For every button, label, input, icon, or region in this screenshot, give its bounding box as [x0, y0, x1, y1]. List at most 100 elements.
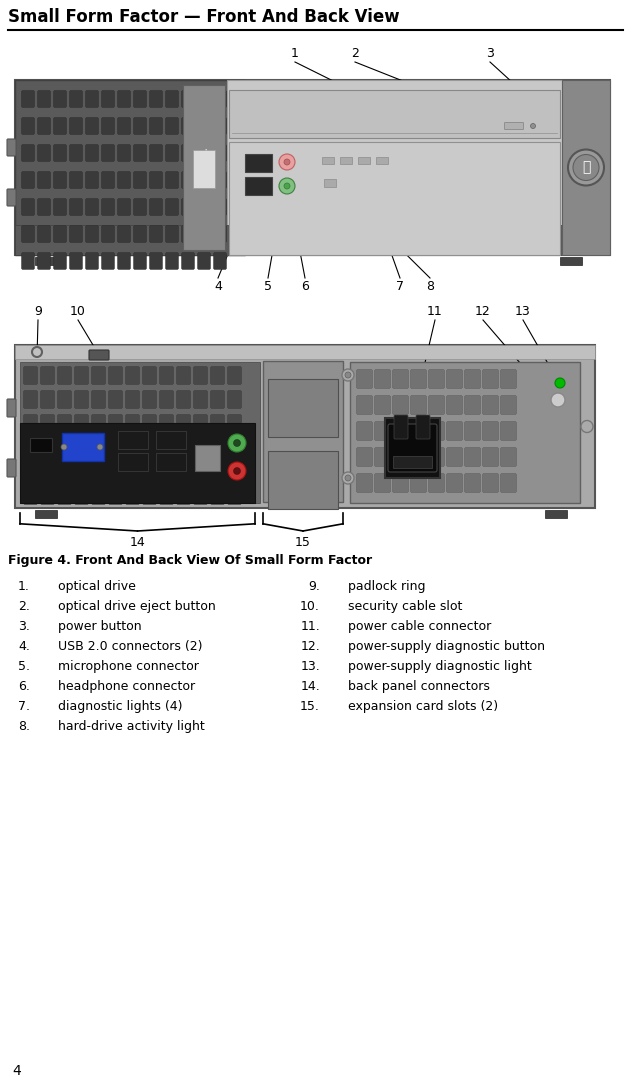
Text: 9: 9 — [34, 305, 42, 318]
FancyBboxPatch shape — [156, 431, 186, 449]
FancyBboxPatch shape — [213, 198, 227, 216]
FancyBboxPatch shape — [464, 369, 480, 389]
FancyBboxPatch shape — [134, 198, 146, 216]
Text: 14.: 14. — [300, 680, 320, 693]
Circle shape — [573, 155, 599, 181]
Text: 4: 4 — [214, 280, 222, 293]
FancyBboxPatch shape — [23, 439, 37, 456]
FancyBboxPatch shape — [21, 118, 35, 135]
FancyBboxPatch shape — [20, 362, 260, 503]
FancyBboxPatch shape — [37, 145, 50, 161]
FancyBboxPatch shape — [428, 421, 444, 440]
FancyBboxPatch shape — [227, 79, 562, 255]
FancyBboxPatch shape — [160, 463, 174, 480]
FancyBboxPatch shape — [428, 474, 444, 492]
FancyBboxPatch shape — [134, 145, 146, 161]
FancyBboxPatch shape — [57, 391, 71, 408]
FancyBboxPatch shape — [126, 439, 139, 456]
FancyBboxPatch shape — [54, 253, 66, 269]
Text: 4: 4 — [12, 1064, 21, 1078]
FancyBboxPatch shape — [358, 157, 370, 164]
FancyBboxPatch shape — [165, 145, 179, 161]
FancyBboxPatch shape — [375, 395, 391, 415]
Text: 15: 15 — [295, 536, 311, 549]
FancyBboxPatch shape — [375, 421, 391, 440]
FancyBboxPatch shape — [182, 145, 194, 161]
FancyBboxPatch shape — [20, 423, 255, 503]
FancyBboxPatch shape — [447, 448, 463, 466]
FancyBboxPatch shape — [194, 367, 208, 384]
FancyBboxPatch shape — [37, 118, 50, 135]
FancyBboxPatch shape — [500, 421, 517, 440]
Circle shape — [342, 369, 354, 381]
FancyBboxPatch shape — [213, 145, 227, 161]
FancyBboxPatch shape — [117, 90, 131, 108]
FancyBboxPatch shape — [74, 439, 88, 456]
FancyBboxPatch shape — [165, 171, 179, 188]
FancyBboxPatch shape — [228, 487, 242, 504]
FancyBboxPatch shape — [229, 142, 560, 255]
FancyBboxPatch shape — [392, 448, 408, 466]
FancyBboxPatch shape — [62, 433, 104, 461]
FancyBboxPatch shape — [102, 145, 114, 161]
Circle shape — [233, 467, 240, 475]
Text: expansion card slots (2): expansion card slots (2) — [348, 700, 498, 713]
Text: 13: 13 — [515, 305, 531, 318]
Text: headphone connector: headphone connector — [58, 680, 195, 693]
FancyBboxPatch shape — [134, 171, 146, 188]
Circle shape — [284, 183, 290, 189]
Text: 2: 2 — [351, 47, 359, 60]
Text: 7.: 7. — [18, 700, 30, 713]
FancyBboxPatch shape — [357, 395, 372, 415]
FancyBboxPatch shape — [7, 139, 16, 156]
FancyBboxPatch shape — [143, 415, 156, 432]
FancyBboxPatch shape — [500, 395, 517, 415]
FancyBboxPatch shape — [165, 253, 179, 269]
FancyBboxPatch shape — [21, 171, 35, 188]
FancyBboxPatch shape — [15, 79, 245, 255]
FancyBboxPatch shape — [23, 487, 37, 504]
FancyBboxPatch shape — [69, 90, 83, 108]
FancyBboxPatch shape — [447, 474, 463, 492]
FancyBboxPatch shape — [228, 439, 242, 456]
FancyBboxPatch shape — [109, 415, 122, 432]
FancyBboxPatch shape — [177, 439, 191, 456]
FancyBboxPatch shape — [150, 253, 163, 269]
FancyBboxPatch shape — [7, 458, 16, 477]
FancyBboxPatch shape — [177, 487, 191, 504]
FancyBboxPatch shape — [85, 253, 98, 269]
FancyBboxPatch shape — [392, 395, 408, 415]
FancyBboxPatch shape — [37, 198, 50, 216]
FancyBboxPatch shape — [357, 421, 372, 440]
FancyBboxPatch shape — [91, 367, 105, 384]
FancyBboxPatch shape — [57, 463, 71, 480]
FancyBboxPatch shape — [165, 118, 179, 135]
FancyBboxPatch shape — [21, 145, 35, 161]
FancyBboxPatch shape — [40, 439, 54, 456]
FancyBboxPatch shape — [198, 118, 211, 135]
FancyBboxPatch shape — [69, 198, 83, 216]
FancyBboxPatch shape — [193, 149, 215, 187]
FancyBboxPatch shape — [213, 90, 227, 108]
FancyBboxPatch shape — [23, 391, 37, 408]
FancyBboxPatch shape — [109, 487, 122, 504]
FancyBboxPatch shape — [182, 253, 194, 269]
FancyBboxPatch shape — [263, 360, 343, 502]
FancyBboxPatch shape — [54, 90, 66, 108]
FancyBboxPatch shape — [40, 391, 54, 408]
FancyBboxPatch shape — [483, 448, 498, 466]
FancyBboxPatch shape — [21, 198, 35, 216]
FancyBboxPatch shape — [40, 463, 54, 480]
FancyBboxPatch shape — [392, 421, 408, 440]
FancyBboxPatch shape — [195, 445, 220, 472]
FancyBboxPatch shape — [91, 415, 105, 432]
FancyBboxPatch shape — [156, 453, 186, 472]
FancyBboxPatch shape — [15, 79, 610, 255]
FancyBboxPatch shape — [500, 369, 517, 389]
FancyBboxPatch shape — [102, 253, 114, 269]
Circle shape — [97, 444, 103, 450]
FancyBboxPatch shape — [91, 487, 105, 504]
FancyBboxPatch shape — [411, 421, 427, 440]
FancyBboxPatch shape — [91, 463, 105, 480]
FancyBboxPatch shape — [37, 225, 50, 243]
